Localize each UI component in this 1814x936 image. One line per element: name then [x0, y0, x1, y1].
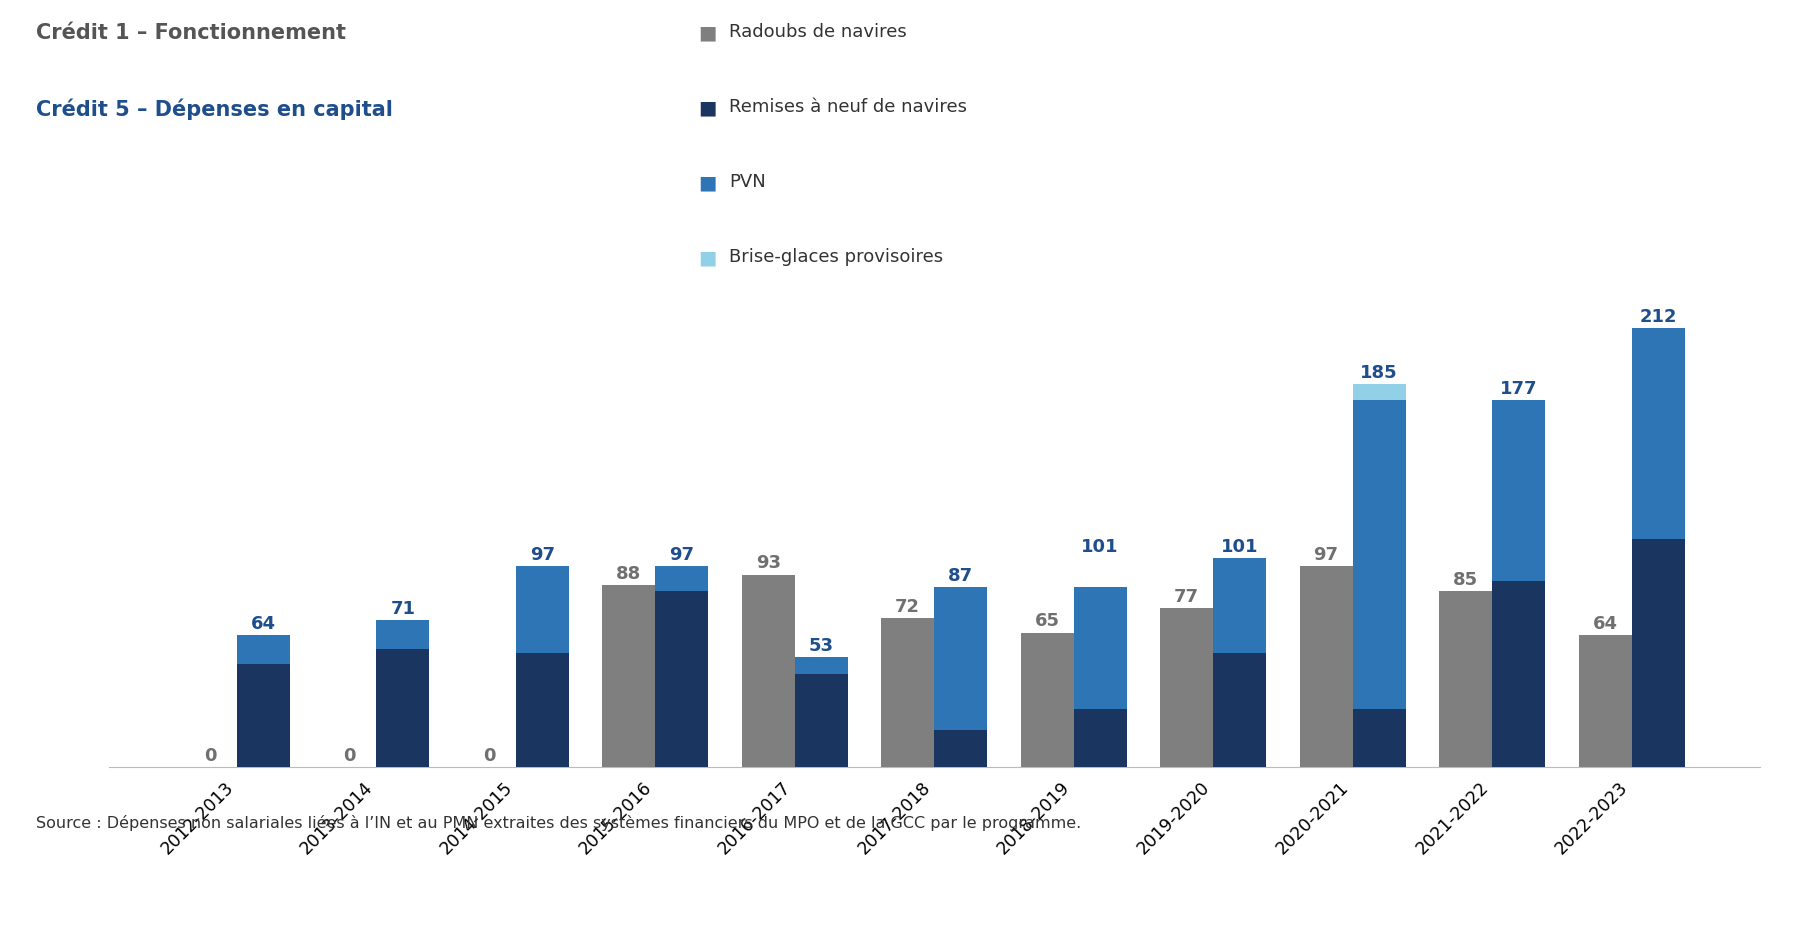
Text: 101: 101: [1081, 537, 1119, 555]
Text: Source : Dépenses non salariales liées à l’IN et au PMN extraites des systèmes f: Source : Dépenses non salariales liées à…: [36, 814, 1081, 830]
Text: ■: ■: [698, 248, 717, 267]
Bar: [1299, 566, 1353, 768]
Text: 72: 72: [896, 597, 920, 615]
Text: 77: 77: [1174, 587, 1199, 605]
Text: 101: 101: [1221, 537, 1259, 555]
Bar: [655, 566, 707, 592]
Bar: [1353, 401, 1406, 709]
Bar: [515, 566, 570, 653]
Text: 97: 97: [669, 546, 695, 563]
Bar: [1021, 633, 1074, 768]
Text: 93: 93: [756, 554, 780, 572]
Text: 85: 85: [1453, 570, 1478, 589]
Bar: [1631, 540, 1685, 768]
Bar: [934, 730, 987, 768]
Text: 97: 97: [530, 546, 555, 563]
Bar: [1074, 709, 1126, 768]
Text: Crédit 5 – Dépenses en capital: Crédit 5 – Dépenses en capital: [36, 98, 394, 120]
Bar: [795, 658, 847, 674]
Text: 88: 88: [617, 564, 642, 582]
Text: 177: 177: [1500, 380, 1536, 398]
Bar: [742, 575, 795, 768]
Text: 65: 65: [1034, 612, 1059, 630]
Bar: [375, 650, 430, 768]
Bar: [934, 587, 987, 730]
Bar: [882, 619, 934, 768]
Bar: [1439, 592, 1493, 768]
Text: 97: 97: [1313, 546, 1339, 563]
Bar: [1161, 608, 1214, 768]
Text: 0: 0: [343, 746, 356, 765]
Bar: [238, 664, 290, 768]
Bar: [1493, 401, 1546, 581]
Bar: [375, 621, 430, 650]
Bar: [655, 592, 707, 768]
Text: PVN: PVN: [729, 173, 766, 191]
Bar: [1214, 653, 1266, 768]
Bar: [795, 674, 847, 768]
Text: ■: ■: [698, 98, 717, 117]
Bar: [1074, 587, 1126, 709]
Text: ■: ■: [698, 173, 717, 192]
Text: Radoubs de navires: Radoubs de navires: [729, 23, 907, 41]
Bar: [1631, 329, 1685, 540]
Bar: [602, 585, 655, 768]
Bar: [238, 635, 290, 664]
Text: 53: 53: [809, 636, 834, 654]
Bar: [1578, 635, 1631, 768]
Text: Brise-glaces provisoires: Brise-glaces provisoires: [729, 248, 943, 266]
Text: Crédit 1 – Fonctionnement: Crédit 1 – Fonctionnement: [36, 23, 346, 43]
Text: 0: 0: [483, 746, 495, 765]
Text: 71: 71: [390, 599, 415, 618]
Text: 64: 64: [250, 614, 276, 632]
Bar: [515, 653, 570, 768]
Text: 64: 64: [1593, 614, 1618, 632]
Bar: [1214, 559, 1266, 653]
Text: Remises à neuf de navires: Remises à neuf de navires: [729, 98, 967, 116]
Bar: [1353, 709, 1406, 768]
Text: ■: ■: [698, 23, 717, 42]
Text: 212: 212: [1640, 307, 1676, 326]
Bar: [1493, 581, 1546, 768]
Text: 185: 185: [1360, 363, 1399, 381]
Bar: [1353, 385, 1406, 401]
Text: 87: 87: [949, 566, 974, 584]
Text: 0: 0: [205, 746, 216, 765]
